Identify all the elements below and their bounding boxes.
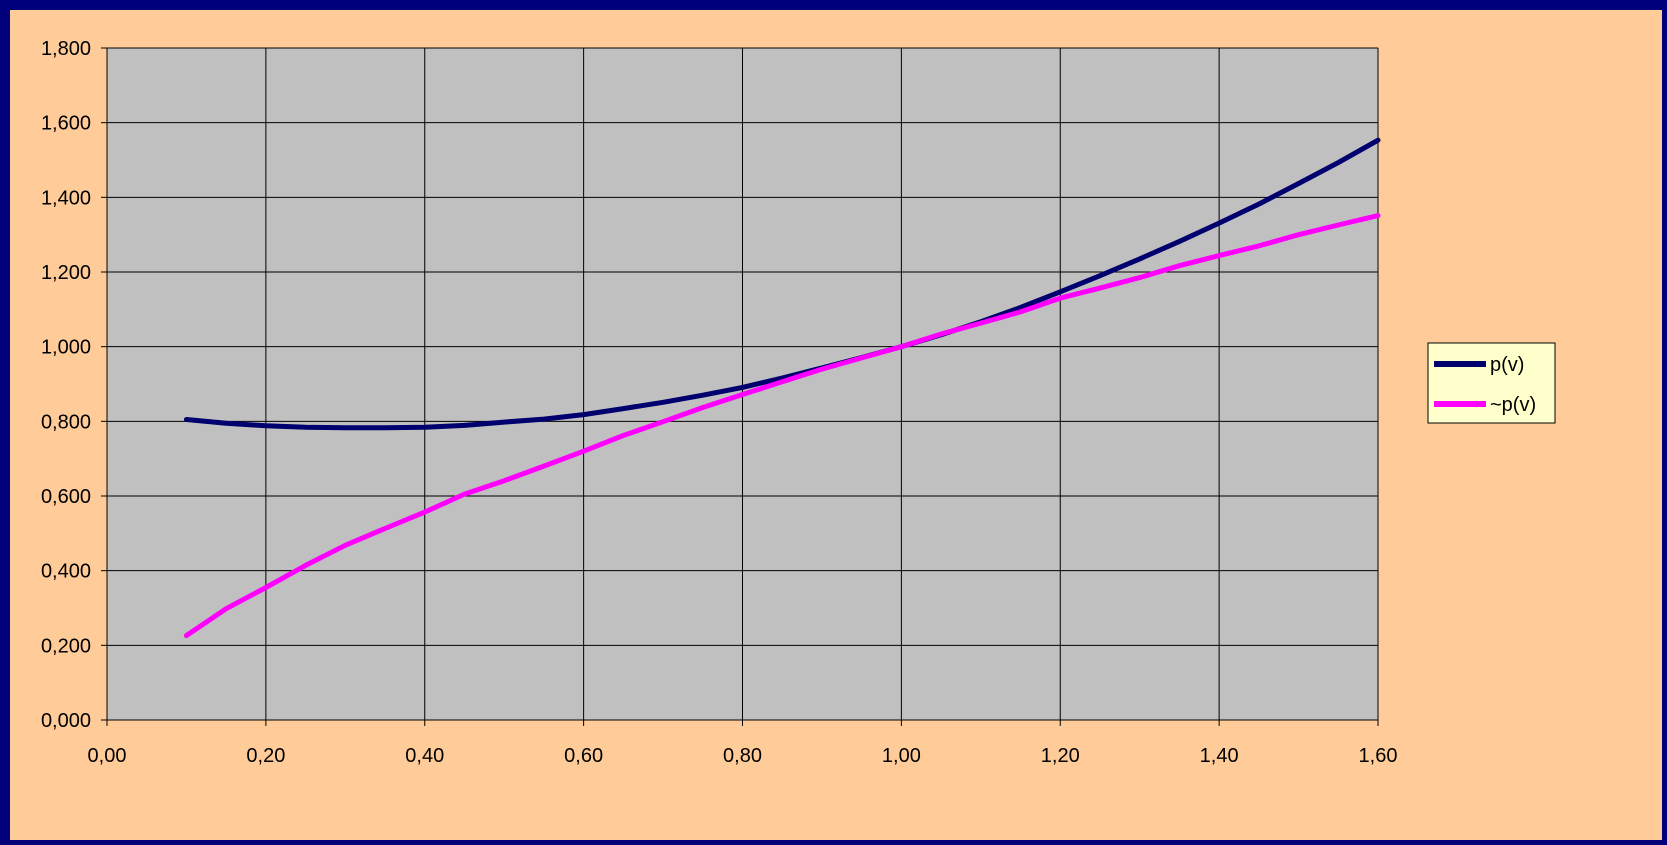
y-tick-label: 1,400 — [41, 187, 91, 209]
y-tick-labels: 0,000 0,200 0,400 0,600 0,800 1,000 1,200 1,400… — [41, 38, 91, 732]
series-line-approx-p-v — [183, 213, 1381, 639]
axes — [101, 47, 1379, 726]
x-tick-label: 0,00 — [88, 745, 127, 767]
x-tick-label: 1,60 — [1359, 745, 1398, 767]
y-tick-label: 0,400 — [41, 561, 91, 583]
x-tick-label: 1,40 — [1200, 745, 1239, 767]
x-tick-label: 0,20 — [246, 745, 285, 767]
x-gridlines — [265, 48, 1379, 720]
x-tick-label: 0,40 — [405, 745, 444, 767]
legend-box — [1427, 342, 1556, 424]
series-line-p-v — [183, 137, 1381, 431]
x-tick-label: 0,60 — [564, 745, 603, 767]
x-tick-label: 1,00 — [882, 745, 921, 767]
legend: p(v) ~p(v) — [1427, 342, 1556, 424]
y-tick-label: 1,000 — [41, 337, 91, 359]
x-tick-label: 0,80 — [723, 745, 762, 767]
x-tick-label: 1,20 — [1041, 745, 1080, 767]
y-tick-label: 0,200 — [41, 635, 91, 657]
legend-label-approx-p-v: ~p(v) — [1490, 394, 1536, 416]
y-tick-label: 0,600 — [41, 486, 91, 508]
x-tick-labels: 0,00 0,20 0,40 0,60 0,80 1,00 1,20 1,40 1,60 — [88, 745, 1398, 767]
legend-label-p-v: p(v) — [1490, 354, 1524, 376]
y-tick-label: 0,000 — [41, 710, 91, 732]
y-tick-label: 0,800 — [41, 411, 91, 433]
series-lines — [183, 137, 1381, 639]
y-tick-label: 1,800 — [41, 38, 91, 60]
y-tick-label: 1,600 — [41, 113, 91, 135]
y-gridlines — [107, 47, 1378, 646]
y-tick-label: 1,200 — [41, 262, 91, 284]
